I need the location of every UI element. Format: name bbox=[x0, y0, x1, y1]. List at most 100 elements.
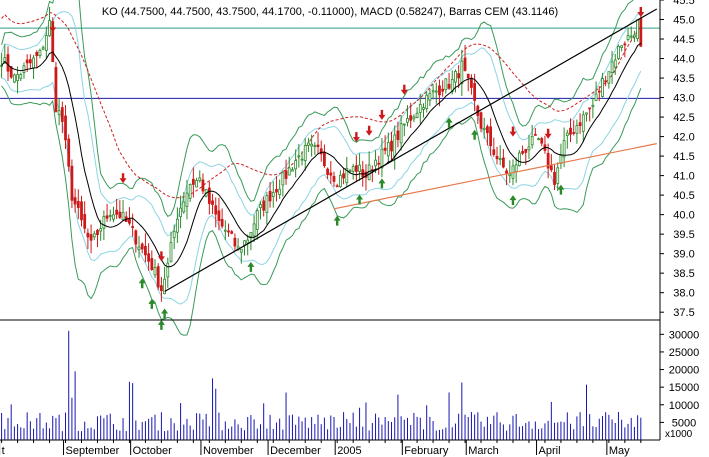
volume-bars bbox=[1, 330, 642, 440]
candle-body bbox=[521, 151, 524, 154]
price-axis-ticks: 37.5 38.0 38.5 39.0 39.5 40.0 40.5 41.0 41.5 42.0… bbox=[660, 0, 695, 319]
candle-body bbox=[390, 140, 393, 152]
price-tick-label: 41.0 bbox=[673, 171, 694, 183]
candle-body bbox=[153, 267, 157, 276]
price-tick-label: 45.0 bbox=[673, 15, 694, 27]
buy-arrow bbox=[247, 261, 255, 272]
candle-body bbox=[581, 114, 585, 132]
sell-arrow bbox=[119, 173, 127, 184]
candle-body bbox=[246, 239, 250, 244]
candle-body bbox=[556, 167, 560, 184]
time-tick-label: 2005 bbox=[337, 445, 361, 457]
buy-arrow bbox=[557, 184, 565, 195]
price-tick-label: 39.5 bbox=[673, 229, 694, 241]
candle-body bbox=[195, 179, 198, 188]
candle-body bbox=[25, 59, 29, 64]
candle-body bbox=[92, 233, 96, 238]
candle-body bbox=[291, 169, 294, 172]
volume-axis-ticks: 5000 10000 15000 20000 25000 30000 bbox=[660, 329, 699, 429]
candle-body bbox=[76, 200, 80, 208]
candle-body bbox=[332, 176, 336, 182]
candle-body bbox=[492, 149, 496, 155]
time-tick-label: February bbox=[404, 445, 449, 457]
candle-body bbox=[9, 66, 13, 78]
candle-body bbox=[44, 35, 48, 51]
price-tick-label: 41.5 bbox=[673, 151, 694, 163]
buy-arrow bbox=[445, 117, 453, 128]
candle-body bbox=[358, 164, 361, 172]
candle-body bbox=[175, 218, 179, 233]
candle-body bbox=[636, 19, 640, 40]
candle-body bbox=[470, 77, 473, 88]
candle-body bbox=[214, 205, 218, 215]
candle-body bbox=[223, 229, 227, 232]
candle-body bbox=[112, 214, 115, 220]
candle-body bbox=[278, 188, 282, 195]
candle-body bbox=[105, 215, 109, 219]
candle-body bbox=[377, 162, 381, 165]
time-axis-labels: t September October November December 2005 Feb… bbox=[0, 440, 642, 457]
candle-body bbox=[540, 138, 544, 144]
sell-arrow bbox=[544, 128, 552, 139]
candle-body bbox=[489, 126, 492, 147]
candle-body bbox=[604, 80, 608, 83]
candle-body bbox=[156, 266, 160, 288]
candle-body bbox=[73, 197, 77, 205]
candle-body bbox=[166, 262, 170, 278]
candle-body bbox=[217, 210, 221, 222]
price-tick-label: 42.0 bbox=[673, 132, 694, 144]
sell-arrow bbox=[400, 84, 408, 95]
candle-body bbox=[610, 61, 614, 74]
candle-body bbox=[597, 90, 601, 93]
candle-body bbox=[498, 158, 502, 161]
candle-body bbox=[297, 155, 301, 158]
candle-body bbox=[447, 83, 451, 89]
candle-body bbox=[329, 172, 333, 176]
sell-arrow bbox=[378, 109, 386, 120]
candle-body bbox=[179, 207, 182, 217]
candle-body bbox=[393, 134, 397, 157]
candle-body bbox=[262, 200, 266, 211]
candle-body bbox=[594, 93, 598, 101]
candle-body bbox=[457, 73, 461, 79]
moving-average-line bbox=[1, 42, 642, 268]
time-tick-label: December bbox=[270, 445, 321, 457]
candle-body bbox=[102, 216, 106, 229]
candle-body bbox=[51, 21, 55, 63]
band-lower-inner bbox=[1, 70, 642, 305]
candle-body bbox=[591, 104, 595, 107]
buy-arrow bbox=[148, 298, 156, 309]
sell-arrow bbox=[157, 251, 165, 262]
candle-body bbox=[150, 258, 154, 270]
candle-body bbox=[409, 115, 413, 121]
candle-body bbox=[562, 140, 566, 158]
volume-tick-label: 25000 bbox=[669, 347, 700, 359]
candle-body bbox=[134, 230, 138, 245]
candle-body bbox=[546, 152, 550, 169]
candle-body bbox=[553, 171, 556, 185]
candle-body bbox=[67, 138, 71, 167]
band-upper-inner bbox=[1, 11, 641, 237]
candle-body bbox=[131, 226, 135, 228]
candle-body bbox=[450, 78, 454, 92]
volume-tick-label: 5000 bbox=[672, 417, 696, 429]
time-tick-label: t bbox=[2, 445, 5, 457]
candle-body bbox=[41, 47, 45, 50]
candle-body bbox=[633, 34, 636, 38]
candle-body bbox=[396, 130, 400, 140]
buy-arrow bbox=[157, 319, 165, 330]
candle-body bbox=[201, 179, 205, 192]
candle-body bbox=[425, 94, 429, 109]
candle-body bbox=[326, 168, 329, 175]
candle-body bbox=[463, 57, 467, 71]
horizontal-lines bbox=[0, 27, 660, 99]
candle-body bbox=[418, 104, 422, 113]
candle-body bbox=[233, 237, 237, 247]
candle-body bbox=[338, 174, 342, 187]
candle-body bbox=[524, 148, 528, 153]
candle-body bbox=[96, 229, 99, 235]
price-tick-label: 43.0 bbox=[673, 93, 694, 105]
candle-body bbox=[239, 248, 243, 253]
candle-body bbox=[163, 278, 166, 295]
candle-body bbox=[220, 218, 224, 227]
